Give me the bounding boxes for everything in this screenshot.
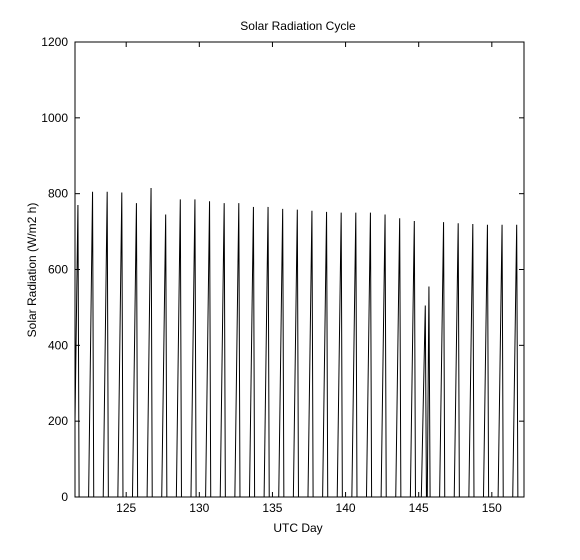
chart-title: Solar Radiation Cycle — [240, 19, 356, 33]
x-tick-label: 150 — [482, 501, 502, 515]
y-axis-label: Solar Radiation (W/m2 h) — [25, 203, 39, 338]
y-tick-label: 800 — [48, 187, 68, 201]
y-tick-label: 200 — [48, 414, 68, 428]
y-tick-label: 400 — [48, 338, 68, 352]
y-tick-label: 1200 — [41, 35, 68, 49]
x-tick-label: 145 — [409, 501, 429, 515]
y-tick-label: 0 — [61, 490, 68, 504]
x-tick-label: 140 — [336, 501, 356, 515]
plot-frame — [74, 41, 525, 498]
x-tick-label: 130 — [189, 501, 209, 515]
series-line — [75, 187, 519, 497]
x-axis-label: UTC Day — [273, 521, 322, 535]
y-tick-label: 1000 — [41, 111, 68, 125]
x-tick-label: 125 — [116, 501, 136, 515]
x-tick-label: 135 — [262, 501, 282, 515]
plot-area: 125 130 135 140 145 150 0 200 400 600 800 1000 1200 — [41, 35, 525, 515]
y-tick-label: 600 — [48, 263, 68, 277]
